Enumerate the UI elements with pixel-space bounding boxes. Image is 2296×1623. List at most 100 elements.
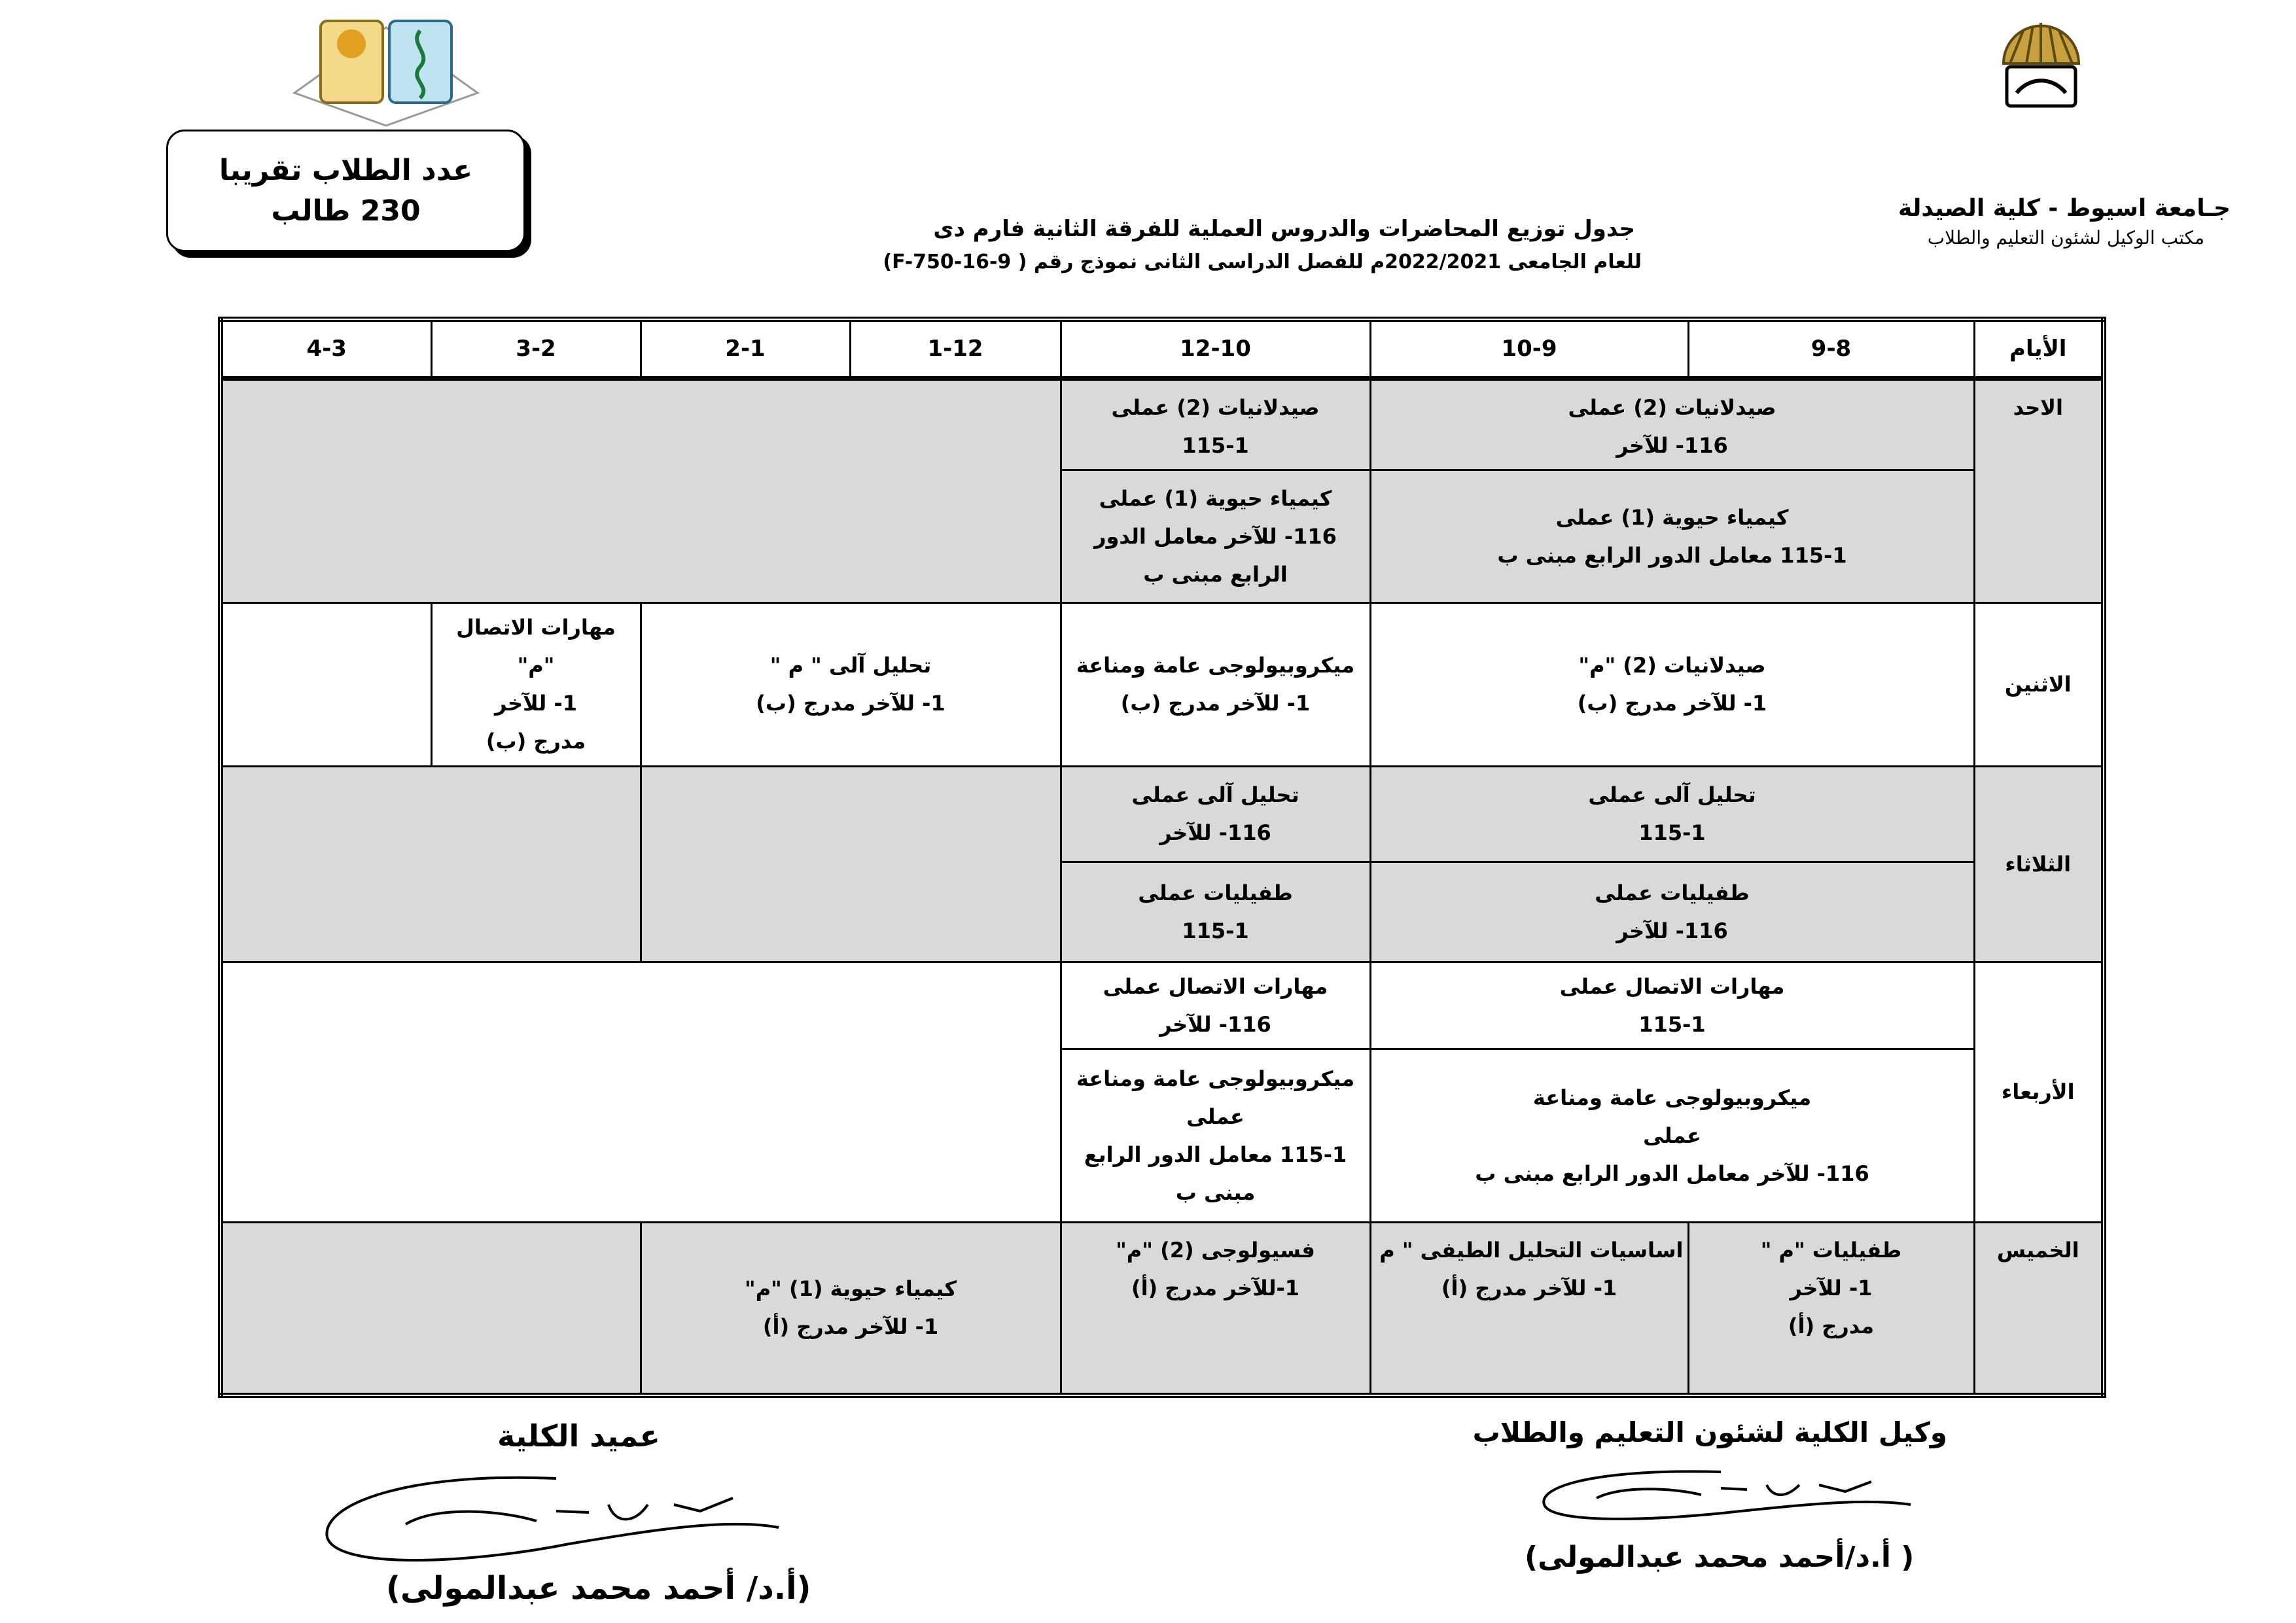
slot: كيمياء حيوية (1) عملى 116- للآخر معامل ال… <box>1059 468 1371 604</box>
logo-left <box>292 20 480 127</box>
slot: صيدلانيات (2) "م" 1- للآخر مدرج (ب) <box>1369 601 1975 767</box>
slot: صيدلانيات (2) عملى 116- للآخر <box>1369 377 1975 471</box>
slot: كيمياء حيوية (1) عملى 115-1 معامل الدور ا… <box>1369 468 1975 604</box>
cell-line: مبنى ب <box>1175 1179 1256 1205</box>
right-subtitle: مكتب الوكيل لشئون التعليم والطلاب <box>1927 227 2204 249</box>
signature-title-left: عميد الكلية <box>497 1418 660 1454</box>
empty-slot <box>219 765 642 963</box>
header-cell: الأيام <box>1973 318 2105 381</box>
right-title: جـامعة اسيوط - كلية الصيدلة <box>1898 195 2231 222</box>
slot: تحليل آلى " م " 1- للآخر مدرج (ب) <box>639 601 1062 767</box>
cell-line: الرابع مبنى ب <box>1143 561 1288 587</box>
empty-slot <box>219 1221 642 1397</box>
cell-line: مهارات الاتصال عملى <box>1103 973 1328 999</box>
day: الأربعاء <box>1973 960 2105 1223</box>
cell-line: فسيولوجى (2) "م" <box>1116 1237 1315 1263</box>
cell-line: 115-1 معامل الدور الرابع مبنى ب <box>1497 542 1847 568</box>
header-cell: 3-2 <box>430 318 642 381</box>
empty-slot <box>219 377 1062 604</box>
cell-line: اساسيات التحليل الطيفى " م " <box>1370 1237 1684 1263</box>
student-count: عدد الطلاب تقريبا 230 طالب <box>166 130 525 252</box>
cell-line: عملى <box>1643 1123 1701 1148</box>
empty-slot <box>219 960 1062 1223</box>
subtitle: للعام الجامعى 2022/2021م للفصل الدراسى ا… <box>883 251 1642 273</box>
slot: تحليل آلى عملى 115-1 <box>1369 765 1975 863</box>
cell-line: "م" <box>517 653 555 678</box>
slot: مهارات الاتصال "م" 1- للآخر مدرج (ب) <box>430 601 642 767</box>
title: جدول توزيع المحاضرات والدروس العملية للف… <box>933 216 1635 242</box>
slot: ميكروبيولوجى عامة ومناعة عملى 115-1 معامل … <box>1059 1047 1371 1223</box>
cell-line: 1- للآخر مدرج (ب) <box>756 691 945 716</box>
cell-line: 116- للآخر <box>1159 1011 1271 1037</box>
cell-line: 115-1 معامل الدور الرابع <box>1084 1142 1347 1167</box>
logo-right <box>2002 23 2081 108</box>
slot: اساسيات التحليل الطيفى " م " 1- للآخر مدر… <box>1369 1221 1689 1397</box>
cell-line: 115-1 <box>1638 820 1706 845</box>
cell-line: 1- للآخر <box>1790 1275 1873 1300</box>
day: الخميس <box>1973 1221 2105 1397</box>
cell-line: مدرج (ب) <box>486 729 586 754</box>
cell-line: ميكروبيولوجى عامة ومناعة <box>1076 1066 1355 1091</box>
cell-line: مدرج (أ) <box>1788 1313 1875 1338</box>
slot: طفيليات عملى 116- للآخر <box>1369 860 1975 963</box>
empty-slot <box>219 601 433 767</box>
cell-line: طفيليات عملى <box>1595 880 1750 905</box>
cell-line: 1- للآخر مدرج (أ) <box>762 1314 939 1340</box>
header-cell: 1-12 <box>849 318 1062 381</box>
cell-line: طفيليات "م " <box>1760 1237 1902 1263</box>
cell-line: طفيليات عملى <box>1138 880 1293 905</box>
slot: فسيولوجى (2) "م" 1-للآخر مدرج (أ) <box>1059 1221 1371 1397</box>
cell-line: 116- للآخر معامل الدور <box>1094 523 1337 549</box>
signature-name-left: (أ.د/ أحمد محمد عبدالمولى) <box>386 1570 811 1607</box>
cell-line: 1- للآخر مدرج (أ) <box>1441 1275 1617 1300</box>
signature-scribble-left <box>325 1476 779 1562</box>
header-cell: 12-10 <box>1059 318 1371 381</box>
header-cell: 2-1 <box>639 318 851 381</box>
signature-title-right: وكيل الكلية لشئون التعليم والطلاب <box>1472 1416 1947 1448</box>
cell-line: 116- للآخر معامل الدور الرابع مبنى ب <box>1475 1161 1869 1186</box>
cell-line: 115-1 <box>1638 1011 1706 1037</box>
cell-line: ميكروبيولوجى عامة ومناعة <box>1532 1085 1812 1110</box>
cell-line: كيمياء حيوية (1) عملى <box>1555 504 1789 530</box>
slot: تحليل آلى عملى 116- للآخر <box>1059 765 1371 863</box>
cell-line: تحليل آلى عملى <box>1131 782 1299 807</box>
cell-line: صيدلانيات (2) "م" <box>1578 653 1766 678</box>
cell-line: كيمياء حيوية (1) "م" <box>745 1276 957 1302</box>
day: الاحد <box>1973 377 2105 604</box>
slot: كيمياء حيوية (1) "م" 1- للآخر مدرج (أ) <box>639 1221 1062 1397</box>
cell-line: عملى <box>1186 1104 1245 1129</box>
signature-name-right: ( أ.د/أحمد محمد عبدالمولى) <box>1525 1541 1915 1574</box>
cell-line: 116- للآخر <box>1616 432 1728 458</box>
header-cell: 9-8 <box>1687 318 1975 381</box>
cell-line: صيدلانيات (2) عملى <box>1111 394 1320 420</box>
schedule-table: الأيام 9-8 10-9 12-10 1-12 2-1 3-2 4-3 ا… <box>218 317 2106 1398</box>
slot: ميكروبيولوجى عامة ومناعة عملى 116- للآخر م… <box>1369 1047 1975 1223</box>
header-cell: 4-3 <box>219 318 433 381</box>
cell-line: تحليل آلى عملى <box>1588 782 1756 807</box>
cell-line: مهارات الاتصال عملى <box>1559 973 1785 999</box>
header-cell: 10-9 <box>1369 318 1689 381</box>
cell-line: 116- للآخر <box>1616 918 1728 943</box>
slot: مهارات الاتصال عملى 115-1 <box>1369 960 1975 1050</box>
cell-line: 1-للآخر مدرج (أ) <box>1131 1275 1300 1300</box>
empty-slot <box>639 765 1062 963</box>
day: الثلاثاء <box>1973 765 2105 963</box>
signature-scribble-right <box>1542 1470 1911 1520</box>
day: الاثنين <box>1973 601 2105 767</box>
slot: طفيليات عملى 115-1 <box>1059 860 1371 963</box>
slot: مهارات الاتصال عملى 116- للآخر <box>1059 960 1371 1050</box>
cell-line: صيدلانيات (2) عملى <box>1568 394 1776 420</box>
cell-line: 116- للآخر <box>1159 820 1271 845</box>
cell-line: تحليل آلى " م " <box>769 653 932 678</box>
cell-line: 1- للآخر مدرج (ب) <box>1120 691 1311 716</box>
cell-line: 1- للآخر <box>495 691 577 716</box>
slot: صيدلانيات (2) عملى 115-1 <box>1059 377 1371 471</box>
cell-line: 1- للآخر مدرج (ب) <box>1577 691 1767 716</box>
cell-line: ميكروبيولوجى عامة ومناعة <box>1076 653 1355 678</box>
cell-line: 115-1 <box>1182 918 1249 943</box>
slot: طفيليات "م " 1- للآخر مدرج (أ) <box>1687 1221 1975 1397</box>
cell-line: 115-1 <box>1182 432 1249 458</box>
cell-line: مهارات الاتصال <box>456 615 616 640</box>
cell-line: كيمياء حيوية (1) عملى <box>1099 485 1332 511</box>
